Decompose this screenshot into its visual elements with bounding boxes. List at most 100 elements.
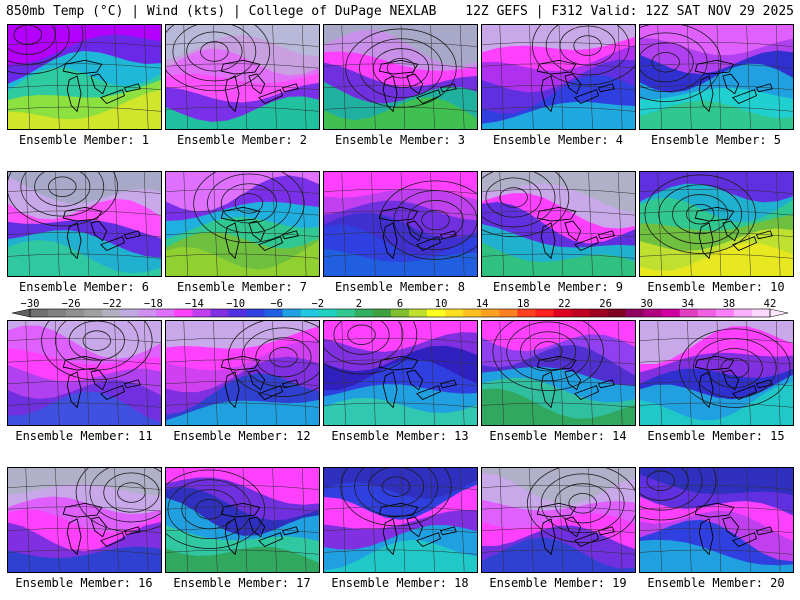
ensemble-member-label: Ensemble Member: 8 bbox=[334, 280, 466, 294]
contour-line bbox=[381, 476, 411, 497]
border-line bbox=[55, 321, 60, 425]
border-line bbox=[482, 210, 635, 216]
colorbar-swatch bbox=[354, 309, 374, 317]
great-lakes-outline bbox=[694, 502, 773, 556]
border-line bbox=[640, 106, 793, 112]
border-line bbox=[482, 381, 635, 386]
border-line bbox=[324, 506, 477, 512]
border-line bbox=[324, 549, 477, 555]
ensemble-member-map bbox=[481, 467, 636, 573]
lake-outline bbox=[694, 502, 735, 518]
state-borders bbox=[166, 468, 319, 572]
border-line bbox=[687, 172, 692, 276]
contour-line bbox=[41, 321, 153, 381]
colorbar-swatch bbox=[481, 309, 500, 317]
border-line bbox=[84, 468, 90, 572]
contour-line bbox=[172, 25, 257, 82]
lake-outline bbox=[755, 83, 773, 93]
lake-outline bbox=[66, 518, 82, 556]
lake-outline bbox=[99, 532, 126, 548]
border-line bbox=[8, 85, 161, 90]
contour-line bbox=[545, 25, 630, 76]
ensemble-member-label: Ensemble Member: 17 bbox=[173, 576, 311, 590]
contour-line bbox=[324, 321, 404, 365]
ensemble-member-map bbox=[639, 24, 794, 130]
lake-outline bbox=[382, 222, 398, 260]
lake-outline bbox=[248, 73, 266, 95]
temperature-band bbox=[8, 546, 161, 572]
colorbar-swatch bbox=[174, 309, 193, 317]
colorbar-tick-label: −26 bbox=[62, 298, 81, 310]
colorbar-swatch bbox=[390, 309, 410, 317]
lake-outline bbox=[698, 75, 714, 113]
contour-line bbox=[167, 479, 252, 540]
border-line bbox=[324, 232, 477, 237]
height-contours bbox=[492, 321, 604, 392]
lake-outline bbox=[536, 59, 577, 75]
border-line bbox=[8, 106, 161, 112]
border-line bbox=[482, 85, 635, 90]
colorbar-swatch bbox=[661, 309, 681, 317]
border-line bbox=[143, 25, 149, 129]
colorbar-swatch bbox=[499, 309, 518, 317]
temperature-band bbox=[482, 242, 635, 276]
ensemble-member-label: Ensemble Member: 10 bbox=[647, 280, 785, 294]
lake-outline bbox=[597, 379, 615, 389]
border-line bbox=[775, 468, 781, 572]
lake-outline bbox=[597, 526, 615, 536]
border-line bbox=[371, 25, 376, 129]
contour-line bbox=[658, 184, 743, 245]
border-line bbox=[166, 549, 319, 555]
great-lakes-outline bbox=[536, 206, 615, 260]
colorbar-swatch bbox=[246, 309, 265, 317]
border-line bbox=[529, 25, 534, 129]
height-contours bbox=[193, 172, 305, 244]
border-line bbox=[324, 41, 477, 47]
temperature-map bbox=[8, 321, 161, 425]
height-contours bbox=[644, 174, 756, 254]
colorbar-swatch bbox=[643, 309, 663, 317]
great-lakes-outline bbox=[536, 59, 615, 113]
temperature-map bbox=[640, 172, 793, 276]
border-line bbox=[746, 25, 751, 129]
border-line bbox=[8, 506, 161, 512]
colorbar-tick-label: 10 bbox=[435, 298, 448, 310]
temperature-map bbox=[8, 172, 161, 276]
contour-line bbox=[13, 25, 42, 46]
border-line bbox=[8, 188, 161, 194]
height-contours bbox=[340, 468, 452, 527]
lake-outline bbox=[597, 230, 615, 240]
border-line bbox=[242, 25, 248, 129]
temperature-map bbox=[324, 172, 477, 276]
border-line bbox=[213, 321, 218, 425]
colorbar-tick-label: 30 bbox=[640, 298, 653, 310]
temperature-map bbox=[482, 321, 635, 425]
temperature-map bbox=[640, 25, 793, 129]
border-line bbox=[324, 402, 477, 408]
colorbar-swatch bbox=[156, 309, 175, 317]
colorbar-swatch bbox=[120, 309, 139, 317]
contour-line bbox=[640, 468, 703, 511]
colorbar-swatch bbox=[715, 309, 735, 317]
temperature-map bbox=[166, 172, 319, 276]
border-line bbox=[482, 337, 635, 343]
border-line bbox=[588, 172, 593, 276]
contour-line bbox=[554, 483, 611, 524]
lake-outline bbox=[90, 73, 108, 95]
contour-line bbox=[75, 468, 161, 533]
lake-outline bbox=[378, 355, 419, 371]
colorbar-tick-label: −10 bbox=[226, 298, 245, 310]
great-lakes-outline bbox=[378, 355, 457, 409]
border-line bbox=[8, 41, 161, 47]
colorbar-tick-label: 6 bbox=[397, 298, 403, 310]
border-line bbox=[341, 25, 346, 129]
contour-line bbox=[359, 38, 443, 98]
lake-outline bbox=[406, 516, 424, 538]
ensemble-member-map bbox=[165, 467, 320, 573]
temperature-band bbox=[482, 537, 635, 572]
temperature-band bbox=[640, 242, 793, 276]
ensemble-member-map bbox=[7, 467, 162, 573]
border-line bbox=[324, 528, 477, 533]
height-contours bbox=[531, 25, 635, 86]
colorbar-tick-label: −18 bbox=[144, 298, 163, 310]
